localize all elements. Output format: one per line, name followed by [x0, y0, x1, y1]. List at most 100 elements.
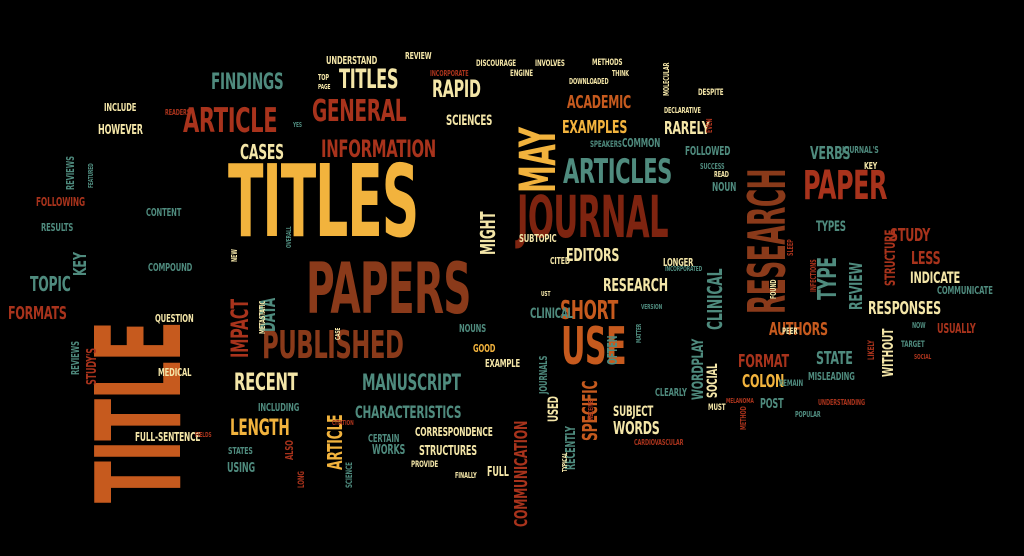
word-cardiovascular: CARDIOVASCULAR — [634, 438, 684, 447]
word-correspondence: CORRESPONDENCE — [415, 425, 493, 439]
word-including: INCLUDING — [258, 401, 300, 414]
word-rapid: RAPID — [432, 75, 481, 103]
word-topic: TOPIC — [30, 272, 71, 296]
word-common: COMMON — [622, 136, 661, 150]
word-state: STATE — [816, 348, 853, 369]
word-overall: OVERALL — [285, 226, 293, 248]
word-structure: STRUCTURE — [883, 229, 899, 286]
word-structures: STRUCTURES — [419, 444, 477, 459]
word-wordplay: WORDPLAY — [688, 338, 707, 400]
word-recent: RECENT — [234, 368, 298, 396]
word-key-2: KEY — [864, 161, 878, 172]
word-noun: NOUN — [712, 180, 737, 194]
word-nouns: NOUNS — [459, 322, 486, 335]
word-infections: INFECTIONS — [809, 259, 818, 292]
word-often: OFTEN — [606, 335, 621, 365]
word-misleading: MISLEADING — [808, 370, 855, 383]
word-featured: FEATURED — [87, 163, 95, 188]
word-provide: PROVIDE — [411, 460, 439, 470]
word-involves: INVOLVES — [535, 59, 565, 69]
word-declarative: DECLARATIVE — [664, 106, 701, 115]
word-clinical-2: CLINICAL — [703, 268, 727, 330]
word-indicate: INDICATE — [910, 268, 961, 287]
word-usually: USUALLY — [937, 322, 976, 337]
word-reviews: REVIEWS — [69, 341, 82, 375]
word-new: NEW — [230, 249, 239, 262]
word-verbs: VERBS — [810, 143, 851, 164]
word-downloaded: DOWNLOADED — [569, 77, 609, 86]
word-long: LONG — [297, 471, 307, 488]
word-science: SCIENCE — [345, 462, 355, 488]
word-information: INFORMATION — [321, 135, 436, 163]
word-subtopic: SUBTOPIC — [519, 232, 557, 245]
word-medical: MEDICAL — [158, 366, 192, 379]
word-must: MUST — [708, 403, 726, 413]
word-review-2: REVIEW — [405, 51, 432, 62]
word-incorporated: INCORPORATED — [665, 265, 703, 273]
word-also: ALSO — [283, 440, 296, 460]
word-might: MIGHT — [476, 211, 500, 255]
word-discourage: DISCOURAGE — [476, 59, 516, 69]
word-following: FOLLOWING — [36, 195, 85, 209]
word-review: REVIEW — [846, 262, 867, 310]
word-post: POST — [760, 397, 784, 412]
word-readers: READERS — [165, 108, 191, 117]
word-general: GENERAL — [312, 94, 407, 129]
word-used: USED — [546, 396, 562, 422]
word-despite: DESPITE — [698, 88, 724, 98]
word-words: WORDS — [613, 418, 660, 439]
word-study: STUDY — [890, 225, 931, 246]
word-success: SUCCESS — [700, 162, 725, 171]
word-manuscript: MANUSCRIPT — [362, 371, 461, 396]
word-clinical: CLINICAL — [530, 306, 573, 322]
word-metastatic: METASTATIC — [258, 300, 267, 334]
word-fields: FIELDS — [195, 431, 212, 439]
word-peer: PEER — [782, 327, 798, 337]
word-understanding: UNDERSTANDING — [818, 398, 865, 407]
word-findings: FINDINGS — [211, 70, 284, 95]
word-question: QUESTION — [155, 312, 194, 325]
word-found: FOUND — [769, 279, 778, 299]
word-certain: CERTAIN — [368, 432, 400, 445]
word-understand: UNDERSTAND — [326, 54, 378, 67]
word-top: TOP — [318, 73, 329, 82]
word-melanoma: MELANOMA — [726, 397, 754, 405]
word-matter: MATTER — [635, 323, 643, 343]
word-types: TYPES — [816, 219, 846, 235]
word-papers: PAPERS — [306, 248, 471, 330]
word-results: RESULTS — [41, 221, 74, 234]
word-articles: ARTICLES — [563, 152, 672, 192]
word-compound: COMPOUND — [148, 261, 193, 274]
word-full-sentence: FULL-SENTENCE — [135, 430, 201, 444]
word-cases: CASES — [240, 140, 284, 164]
word-characteristics: CHARACTERISTICS — [355, 403, 462, 423]
word-key: KEY — [70, 252, 91, 276]
word-short: SHORT — [560, 296, 618, 326]
word-content: CONTENT — [146, 206, 182, 219]
word-paper: PAPER — [803, 163, 888, 209]
word-think: THINK — [612, 69, 629, 78]
word-now: NOW — [912, 321, 926, 330]
word-use: USE — [561, 317, 627, 377]
word-subject: SUBJECT — [613, 404, 654, 420]
word-published: PUBLISHED — [262, 323, 404, 367]
word-clearly: CLEARLY — [655, 386, 687, 399]
word-case: CASE — [334, 327, 342, 340]
word-authors: AUTHORS — [769, 319, 828, 340]
word-molecular: MOLECULAR — [662, 62, 671, 96]
word-examples: EXAMPLES — [562, 117, 628, 138]
word-may: MAY — [509, 127, 567, 193]
word-type: TYPE — [813, 257, 843, 300]
word-ust: UST — [541, 290, 551, 298]
word-without: WITHOUT — [879, 328, 897, 377]
word-social-2: SOCIAL — [914, 353, 932, 361]
word-formats: FORMATS — [8, 303, 67, 324]
word-research-2: RESEARCH — [603, 275, 668, 296]
word-social: SOCIAL — [705, 363, 721, 398]
word-speakers: SPEAKERS — [590, 140, 622, 150]
word-longer: LONGER — [663, 256, 694, 269]
word-using: USING — [227, 461, 255, 476]
word-length: LENGTH — [230, 416, 290, 441]
word-popular: POPULAR — [795, 410, 821, 419]
